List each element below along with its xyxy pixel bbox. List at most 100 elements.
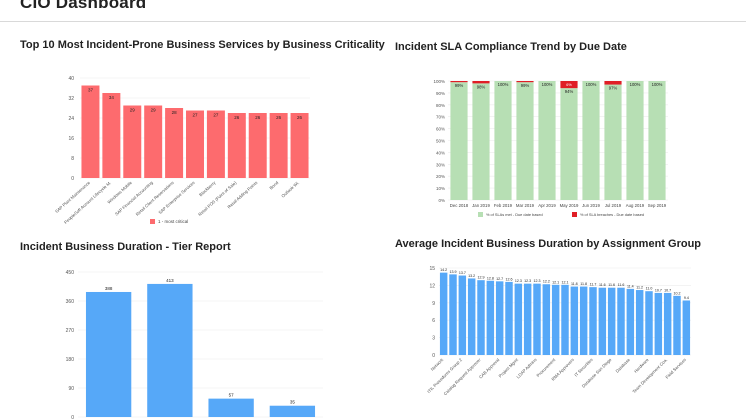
data-label: 10.2 [674, 291, 681, 295]
data-label: 11.8 [571, 282, 578, 286]
bar [144, 105, 163, 178]
legend-label: % of SLA breaches - Due date based [580, 212, 644, 217]
chart-tier-report[interactable]: 0 90 180 270 360 450 388 413 57 35 [60, 268, 325, 419]
x-tick-label: Jan 2019 [472, 203, 490, 208]
y-tick-label: 6 [432, 318, 435, 324]
y-tick-label: 90 [68, 386, 74, 392]
data-label: 99% [455, 83, 464, 88]
bar-sla-breach [516, 81, 534, 83]
data-label: 11.6 [618, 283, 625, 287]
x-tick-label: Bond [268, 180, 279, 191]
chart-sla-compliance-trend[interactable]: 0% 10% 20% 30% 40% 50% 60% 70% 80% 90% 100% 99% Dec … [430, 76, 670, 221]
bar [81, 85, 100, 178]
x-tick-label: Database [614, 357, 631, 374]
y-tick-label: 450 [66, 270, 75, 276]
y-tick-label: 24 [68, 116, 74, 122]
bar [542, 284, 551, 355]
x-tick-label: Retail POS (Point of Sale) [197, 180, 238, 217]
bar-sla-met [604, 84, 622, 200]
data-label: 14.2 [440, 268, 447, 272]
bar-sla-breach [604, 81, 622, 85]
bar [248, 113, 267, 178]
bar [607, 287, 616, 355]
data-label: 27 [192, 113, 198, 118]
bar-sla-breach [472, 81, 490, 84]
data-label: 13.2 [468, 274, 475, 278]
bar [570, 286, 579, 355]
bar [533, 283, 541, 355]
y-tick-label: 60% [436, 127, 445, 132]
bar [477, 280, 485, 355]
bar [269, 405, 316, 417]
bar [579, 286, 588, 355]
legend-label: % of SLAs met - Due date based [486, 212, 543, 217]
data-label: 99% [521, 83, 530, 88]
y-tick-label: 20% [436, 174, 445, 179]
bar-sla-met [626, 81, 644, 200]
data-label: 12.8 [487, 276, 494, 280]
legend-swatch [478, 212, 483, 217]
bar [467, 278, 476, 355]
bar [290, 113, 309, 178]
bar-sla-met [472, 83, 490, 200]
data-label: 35 [290, 400, 296, 405]
bar [514, 283, 523, 355]
data-label: 100% [542, 82, 553, 87]
x-tick-label: Feb 2019 [494, 203, 513, 208]
bar [123, 105, 142, 178]
data-label: 57 [229, 393, 235, 398]
data-label: 388 [105, 286, 113, 291]
x-tick-label: Outlook Wi. [280, 180, 300, 199]
bar [505, 281, 513, 355]
data-label: 29 [130, 108, 136, 113]
data-label: 26 [297, 115, 303, 120]
x-tick-label: Retail Client Reservations [135, 180, 175, 217]
x-tick-label: May 2019 [560, 203, 579, 208]
bar [523, 283, 532, 355]
bar [165, 108, 184, 178]
bar [486, 280, 495, 355]
data-label: 28 [172, 110, 178, 115]
panel-title-top-incident-services: Top 10 Most Incident-Prone Business Serv… [20, 39, 385, 51]
x-tick-label: Jun 2019 [582, 203, 600, 208]
data-label: 10.7 [664, 288, 671, 292]
data-label: 11.6 [608, 283, 615, 287]
x-tick-label: SAP Financial Accounting [114, 180, 154, 217]
data-label: 26 [276, 115, 282, 120]
bar [147, 283, 193, 417]
bar [458, 275, 467, 355]
bar [208, 398, 254, 417]
data-label: 26 [234, 115, 240, 120]
data-label: 12.2 [543, 280, 550, 284]
y-tick-label: 100% [433, 79, 445, 84]
y-tick-label: 30% [436, 162, 445, 167]
bar [102, 93, 121, 178]
y-tick-label: 16 [68, 136, 74, 142]
y-tick-label: 15 [429, 266, 435, 272]
x-tick-label: Aug 2019 [626, 203, 645, 208]
y-tick-label: 360 [66, 299, 75, 305]
x-tick-label: ITIL Procedures Group 2 [426, 357, 463, 394]
data-label: 98% [477, 84, 486, 89]
y-tick-label: 70% [436, 115, 445, 120]
bar-sla-met [538, 81, 556, 200]
data-label: 12.3 [534, 279, 541, 283]
bar-sla-breach [450, 81, 468, 83]
data-label: 100% [630, 82, 641, 87]
bar [449, 274, 457, 355]
data-label: 11.4 [627, 284, 634, 288]
y-tick-label: 90% [436, 91, 445, 96]
x-tick-label: Sep 2019 [648, 203, 667, 208]
dashboard-title: CIO Dashboard [20, 0, 147, 12]
data-label: 29 [151, 108, 157, 113]
y-tick-label: 12 [429, 283, 435, 289]
bar-sla-met [582, 81, 600, 200]
breach-label: 6% [566, 83, 572, 87]
bar [495, 281, 504, 355]
data-label: 12.3 [524, 279, 531, 283]
panel-title-assignment-group: Average Incident Business Duration by As… [395, 238, 702, 250]
data-label: 97% [609, 86, 618, 91]
data-label: 100% [652, 82, 663, 87]
